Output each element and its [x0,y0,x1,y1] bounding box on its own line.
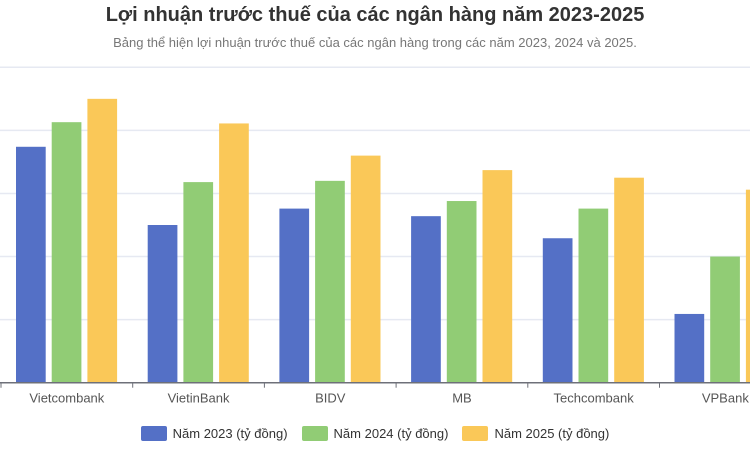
bar-vietcombank-2023[interactable] [16,146,46,383]
legend-swatch [301,426,328,441]
chart-title: Lợi nhuận trước thuế của các ngân hàng n… [105,4,645,26]
bar-bidv-2025[interactable] [350,155,381,383]
legend-swatch [462,426,489,441]
legend: Năm 2023 (tỷ đồng) Năm 2024 (tỷ đồng) Nă… [0,426,750,441]
x-tick-label: VietinBank [168,391,230,406]
legend-label: Năm 2024 (tỷ đồng) [333,426,449,441]
bar-techcombank-2025[interactable] [614,177,644,383]
x-tick-label: BIDV [315,391,346,406]
bar-bidv-2024[interactable] [315,180,345,383]
bar-vietinbank-2025[interactable] [219,123,249,383]
bar-vietcombank-2025[interactable] [87,98,118,383]
bar-bidv-2023[interactable] [279,208,310,383]
bar-vpbank-2025[interactable] [745,189,750,383]
bar-mb-2024[interactable] [446,201,477,383]
bar-techcombank-2024[interactable] [578,208,609,383]
legend-label: Năm 2023 (tỷ đồng) [172,426,288,441]
legend-item-2024[interactable]: Năm 2024 (tỷ đồng) [301,426,449,441]
bar-vpbank-2024[interactable] [710,256,740,383]
bar-vietinbank-2023[interactable] [147,225,178,383]
bar-mb-2023[interactable] [411,216,441,383]
legend-label: Năm 2025 (tỷ đồng) [494,426,610,441]
bar-vpbank-2023[interactable] [674,313,705,383]
legend-item-2025[interactable]: Năm 2025 (tỷ đồng) [462,426,609,441]
x-tick-label: MB [452,391,472,406]
x-tick-label: Vietcombank [29,391,104,406]
bar-vietcombank-2024[interactable] [51,122,82,383]
bar-mb-2025[interactable] [482,170,513,383]
chart-subtitle: Bảng thể hiện lợi nhuận trước thuế của c… [113,35,637,50]
x-tick-label: VPBank [702,391,749,406]
legend-item-2023[interactable]: Năm 2023 (tỷ đồng) [140,426,288,441]
x-tick-label: Techcombank [554,391,635,406]
legend-swatch [140,426,167,441]
bar-techcombank-2023[interactable] [542,238,573,383]
bar-vietinbank-2024[interactable] [183,182,214,383]
